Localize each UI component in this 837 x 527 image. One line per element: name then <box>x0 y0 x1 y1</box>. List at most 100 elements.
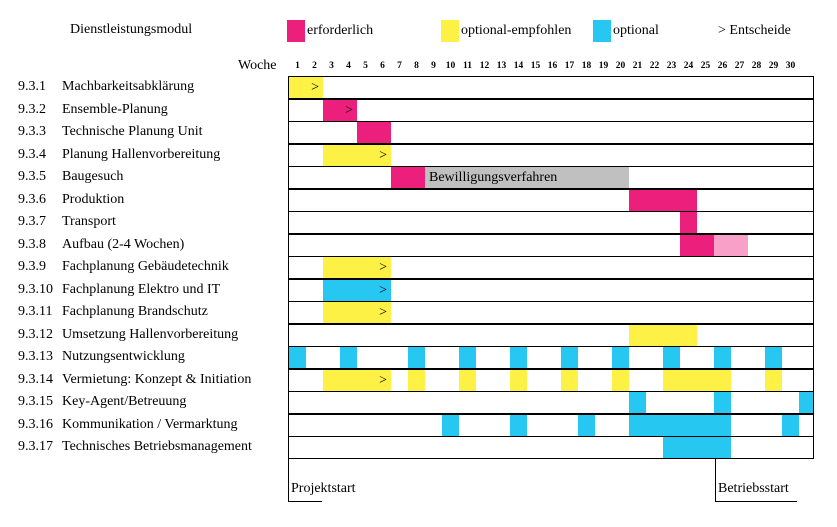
decision-marker: > <box>379 147 387 163</box>
week-number: 20 <box>615 61 626 71</box>
task-label-row: 9.3.10 Fachplanung Elektro und IT <box>18 279 220 301</box>
week-number: 18 <box>581 61 592 71</box>
gantt-bar-optional <box>629 414 731 436</box>
gantt-row <box>288 211 814 234</box>
task-name: Umsetzung Hallenvorbereitung <box>62 326 239 342</box>
task-code: 9.3.11 <box>18 304 53 319</box>
task-code: 9.3.5 <box>18 169 46 184</box>
week-number: 23 <box>666 61 677 71</box>
task-code: 9.3.13 <box>18 349 53 364</box>
gantt-bar-optional <box>408 347 425 368</box>
task-name: Transport <box>62 214 116 229</box>
task-code: 9.3.2 <box>18 101 46 117</box>
gantt-row: > <box>288 76 814 99</box>
week-number: 27 <box>734 61 745 71</box>
gantt-bar-optional <box>782 414 799 436</box>
week-number: 5 <box>363 61 368 71</box>
gantt-bar-recommended <box>459 369 476 391</box>
task-code: 9.3.17 <box>18 439 53 454</box>
week-number: 26 <box>717 61 728 71</box>
week-number: 11 <box>463 61 472 71</box>
task-name: Fachplanung Elektro und IT <box>62 281 221 297</box>
task-label-row: 9.3.12 Umsetzung Hallenvorbereitung <box>18 324 238 346</box>
gantt-row <box>288 436 814 459</box>
task-label-row: 9.3.1 Machbarkeitsabklärung <box>18 76 194 98</box>
week-number: 8 <box>414 61 419 71</box>
gantt-bar-required <box>629 189 697 211</box>
gantt-bar-optional <box>340 347 357 368</box>
week-number: 16 <box>547 61 558 71</box>
task-code: 9.3.6 <box>18 191 46 207</box>
week-number: 14 <box>513 61 524 71</box>
gantt-bar-optional <box>289 347 306 368</box>
task-label-row: 9.3.14 Vermietung: Konzept & Initiation <box>18 369 251 391</box>
milestone-label: Betriebsstart <box>718 480 789 496</box>
gantt-row <box>288 391 814 414</box>
task-label-row: 9.3.13 Nutzungsentwicklung <box>18 346 185 368</box>
gantt-bar-recommended: > <box>323 302 391 323</box>
task-name: Ensemble-Planung <box>62 101 168 117</box>
task-label-row: 9.3.16 Kommunikation / Vermarktung <box>18 414 238 436</box>
task-name: Machbarkeitsabklärung <box>62 79 195 94</box>
gantt-bar-optional <box>663 347 680 368</box>
week-number: 22 <box>649 61 660 71</box>
legend-decision: > Entscheide <box>718 20 791 42</box>
decision-marker: > <box>379 372 387 388</box>
week-axis: 1 2 3 4 5 6 7 8 9 10 11 12 13 14 15 16 17 18 19 20 21 22 23 24 2… <box>288 61 814 75</box>
task-label-row: 9.3.15 Key-Agent/Betreuung <box>18 391 186 413</box>
task-code: 9.3.8 <box>18 236 46 252</box>
task-name: Technische Planung Unit <box>62 124 203 139</box>
gantt-bar-required <box>357 122 391 143</box>
gantt-bar-required <box>391 167 425 188</box>
gantt-bar-optional <box>459 347 476 368</box>
week-number: 4 <box>346 61 351 71</box>
gantt-row <box>288 188 814 212</box>
milestone-baseline <box>288 500 322 502</box>
gantt-bar-required <box>680 212 697 233</box>
bar-label: Bewilligungsverfahren <box>429 170 558 185</box>
gantt-bar-recommended: > <box>323 257 391 278</box>
legend-title: Dienstleistungsmodul <box>70 22 193 37</box>
task-name: Kommunikation / Vermarktung <box>62 416 238 432</box>
gantt-bar-recommended: > <box>289 77 323 98</box>
task-label-row: 9.3.11 Fachplanung Brandschutz <box>18 301 208 323</box>
task-name: Technisches Betriebsmanagement <box>62 439 252 454</box>
legend-optional-swatch <box>593 20 611 42</box>
legend-decision-label: > Entscheide <box>718 23 791 38</box>
gantt-bar-optional <box>765 347 782 368</box>
task-code: 9.3.4 <box>18 146 46 162</box>
gantt-bar-recommended: > <box>323 144 391 166</box>
task-code: 9.3.10 <box>18 281 53 297</box>
task-code: 9.3.7 <box>18 214 46 229</box>
legend-optional: optional <box>593 20 659 42</box>
task-code: 9.3.9 <box>18 259 46 274</box>
week-number: 2 <box>312 61 317 71</box>
gantt-bar-recommended <box>561 369 578 391</box>
task-name: Baugesuch <box>62 169 124 184</box>
gantt-bar-optional <box>714 392 731 413</box>
decision-marker: > <box>311 80 319 95</box>
gantt-row <box>288 413 814 437</box>
task-name: Vermietung: Konzept & Initiation <box>62 371 252 387</box>
gantt-bar-optional <box>612 347 629 368</box>
gantt-bar-recommended: > <box>323 369 391 391</box>
legend-required: erforderlich <box>287 20 373 42</box>
week-number: 24 <box>683 61 694 71</box>
gantt-row: > <box>288 368 814 392</box>
week-number: 10 <box>445 61 456 71</box>
legend-required-label: erforderlich <box>307 23 374 38</box>
week-number: 13 <box>496 61 507 71</box>
gantt-bar-optional <box>578 414 595 436</box>
week-number: 19 <box>598 61 609 71</box>
task-code: 9.3.15 <box>18 394 53 409</box>
gantt-bar-optional <box>663 437 731 458</box>
task-name: Produktion <box>62 191 125 207</box>
gantt-bar-recommended <box>510 369 527 391</box>
gantt-bar-optional <box>561 347 578 368</box>
decision-marker: > <box>379 282 387 298</box>
gantt-bar-required <box>680 234 714 256</box>
gantt-bar-light_pink <box>714 234 748 256</box>
task-code: 9.3.14 <box>18 371 53 387</box>
task-label-row: 9.3.8 Aufbau (2-4 Wochen) <box>18 234 184 256</box>
task-code: 9.3.16 <box>18 416 53 432</box>
